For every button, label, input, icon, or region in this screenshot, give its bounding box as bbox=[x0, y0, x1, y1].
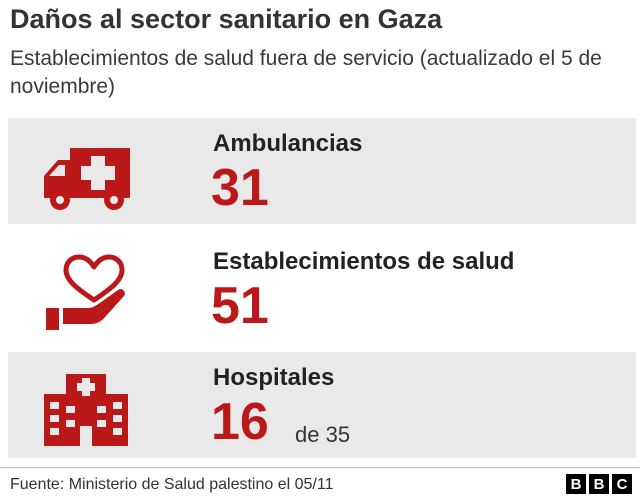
stat-label: Hospitales bbox=[213, 364, 335, 391]
stat-value: 51 bbox=[211, 277, 269, 335]
hand-heart-icon bbox=[46, 254, 125, 330]
bbc-logo-letter: C bbox=[612, 474, 632, 494]
stat-total: de 35 bbox=[295, 422, 351, 447]
bbc-logo-letter: B bbox=[566, 474, 586, 494]
bbc-logo: B B C bbox=[566, 474, 632, 494]
chart-subtitle: Establecimientos de salud fuera de servi… bbox=[10, 47, 602, 98]
stat-value: 16 bbox=[211, 393, 269, 451]
bbc-logo-letter: B bbox=[589, 474, 609, 494]
stat-card-ambulances: Ambulancias 31 bbox=[8, 118, 636, 224]
stat-label: Establecimientos de salud bbox=[213, 248, 515, 275]
footer-divider bbox=[0, 467, 640, 468]
stat-value: 31 bbox=[211, 159, 269, 217]
hospital-building-icon bbox=[44, 374, 128, 446]
source-note: Fuente: Ministerio de Salud palestino el… bbox=[10, 476, 334, 493]
chart-title: Daños al sector sanitario en Gaza bbox=[10, 4, 443, 34]
stat-card-hospitals: Hospitales 16 de 35 bbox=[8, 352, 636, 458]
stat-card-health-facilities: Establecimientos de salud 51 bbox=[8, 236, 636, 342]
ambulance-icon bbox=[44, 148, 130, 210]
stat-label: Ambulancias bbox=[213, 130, 363, 157]
